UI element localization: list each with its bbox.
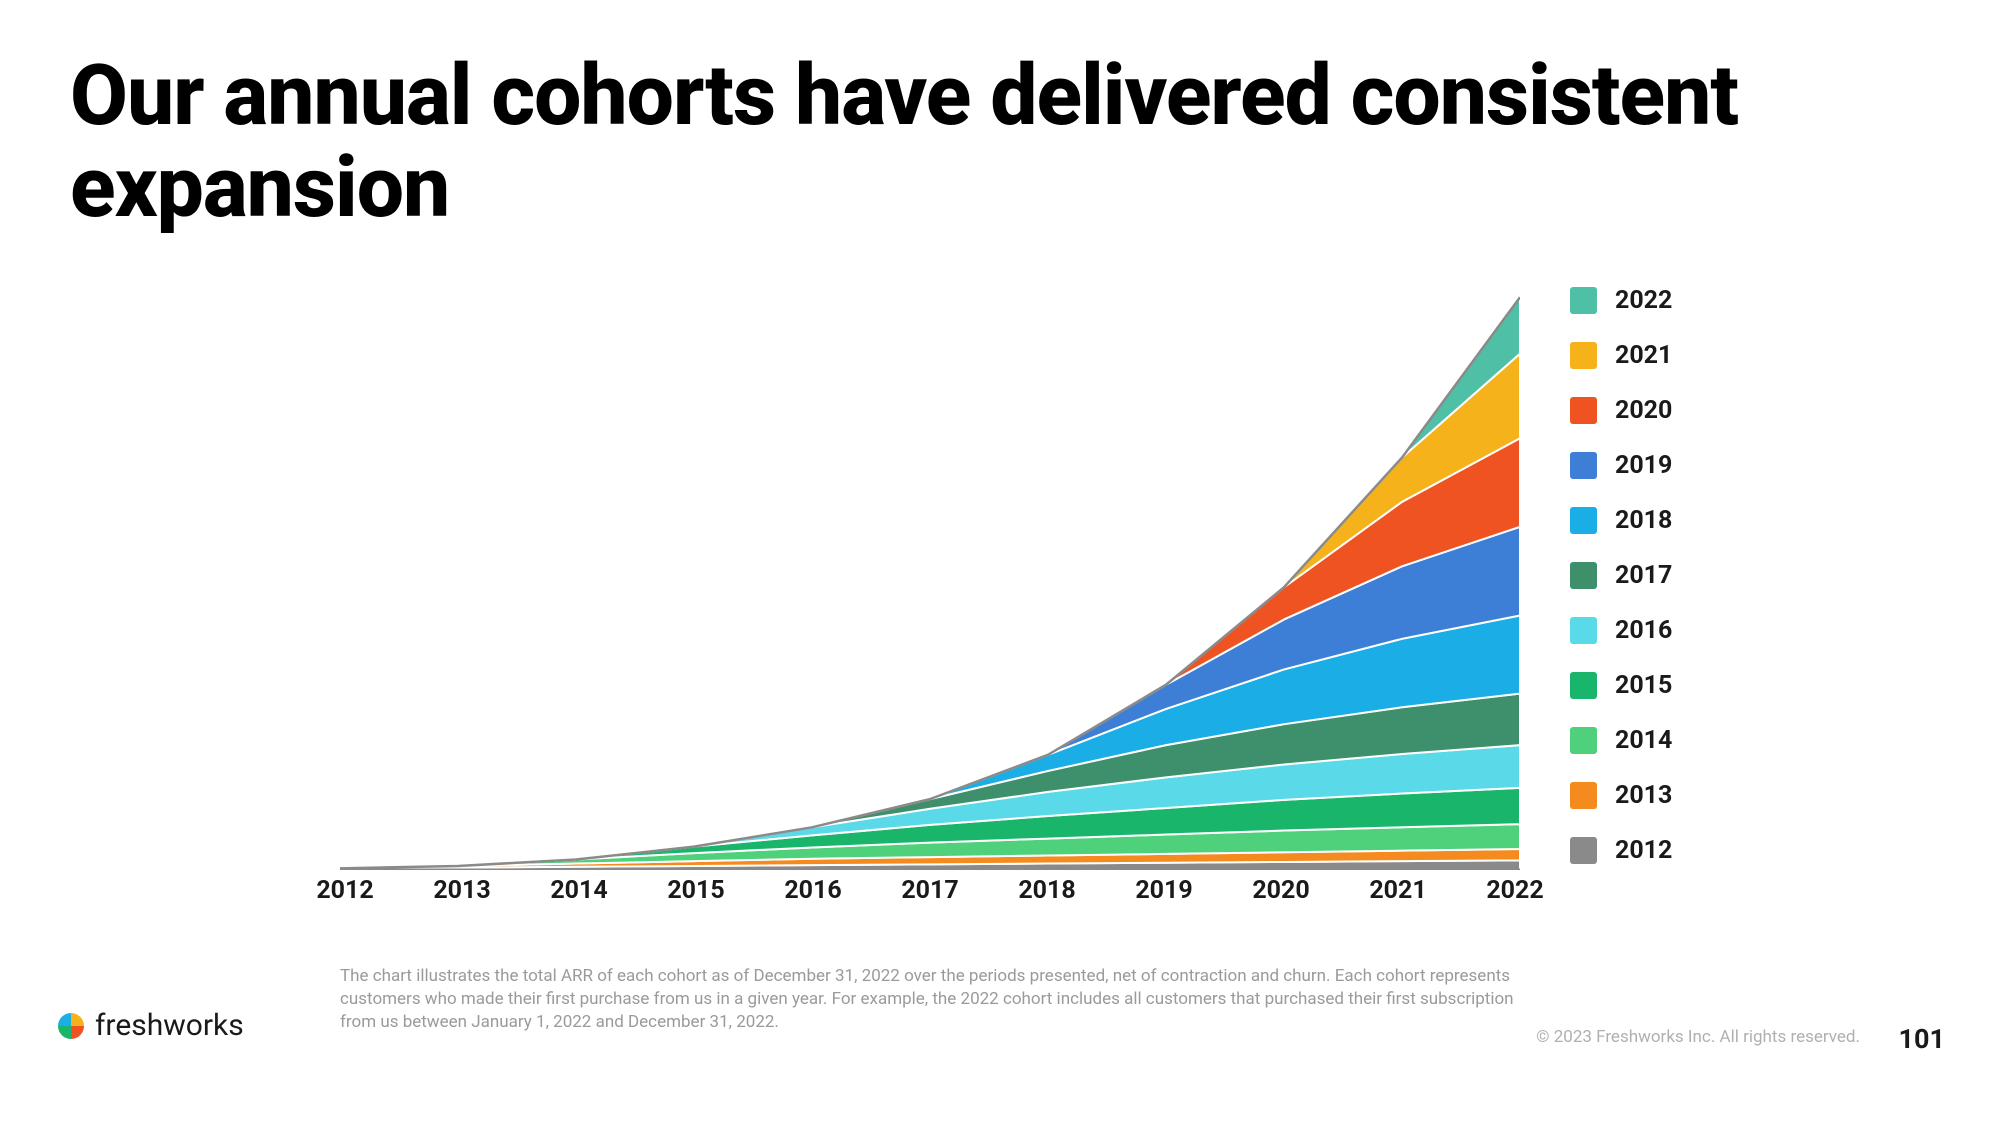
chart-footnote: The chart illustrates the total ARR of e… <box>340 965 1540 1034</box>
legend-item: 2020 <box>1570 396 1672 425</box>
legend-swatch <box>1570 562 1597 589</box>
legend-swatch <box>1570 617 1597 644</box>
legend-swatch <box>1570 672 1597 699</box>
legend-swatch <box>1570 507 1597 534</box>
legend-label: 2014 <box>1615 726 1672 755</box>
legend-label: 2021 <box>1615 341 1672 370</box>
legend-label: 2017 <box>1615 561 1672 590</box>
legend-item: 2015 <box>1570 671 1672 700</box>
legend-item: 2012 <box>1570 836 1672 865</box>
legend-label: 2016 <box>1615 616 1672 645</box>
legend-item: 2019 <box>1570 451 1672 480</box>
legend-label: 2022 <box>1615 286 1672 315</box>
copyright: © 2023 Freshworks Inc. All rights reserv… <box>1536 1027 1860 1047</box>
legend-label: 2013 <box>1615 781 1672 810</box>
legend-swatch <box>1570 837 1597 864</box>
legend-item: 2018 <box>1570 506 1672 535</box>
legend: 2022 2021 2020 2019 2018 2017 2016 2015 2014 2013… <box>1570 286 1672 865</box>
freshworks-logo-icon <box>55 1010 87 1042</box>
legend-item: 2021 <box>1570 341 1672 370</box>
cohort-area-chart <box>340 290 1520 870</box>
legend-swatch <box>1570 452 1597 479</box>
legend-swatch <box>1570 727 1597 754</box>
legend-label: 2019 <box>1615 451 1672 480</box>
legend-label: 2018 <box>1615 506 1672 535</box>
legend-item: 2016 <box>1570 616 1672 645</box>
legend-item: 2014 <box>1570 726 1672 755</box>
legend-label: 2015 <box>1615 671 1672 700</box>
page-number: 101 <box>1899 1023 1945 1055</box>
brand-name: freshworks <box>95 1008 244 1043</box>
legend-item: 2013 <box>1570 781 1672 810</box>
page-title: Our annual cohorts have delivered consis… <box>70 50 2000 235</box>
legend-swatch <box>1570 397 1597 424</box>
legend-item: 2022 <box>1570 286 1672 315</box>
legend-swatch <box>1570 287 1597 314</box>
legend-label: 2020 <box>1615 396 1672 425</box>
legend-swatch <box>1570 342 1597 369</box>
legend-item: 2017 <box>1570 561 1672 590</box>
x-axis: 2012201320142015201620172018201920202021… <box>340 876 1520 905</box>
brand: freshworks <box>55 1008 244 1043</box>
legend-swatch <box>1570 782 1597 809</box>
legend-label: 2012 <box>1615 836 1672 865</box>
